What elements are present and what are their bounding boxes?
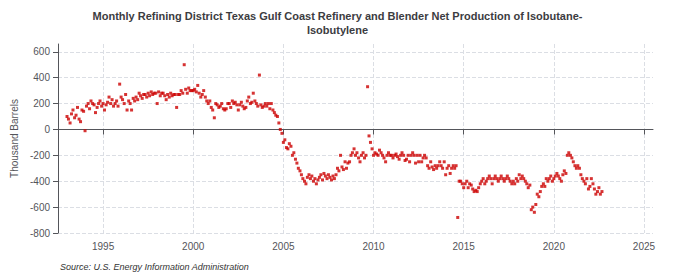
svg-text:-800: -800 [30,228,50,239]
svg-text:2025: 2025 [633,241,656,252]
svg-text:1995: 1995 [92,241,115,252]
svg-text:2000: 2000 [182,241,205,252]
svg-text:Source: U.S. Energy Informatio: Source: U.S. Energy Information Administ… [60,262,249,272]
svg-text:0: 0 [44,124,50,135]
svg-text:Isobutylene: Isobutylene [307,24,368,36]
svg-text:Thousand Barrels: Thousand Barrels [9,99,20,178]
svg-text:2010: 2010 [362,241,385,252]
svg-text:200: 200 [33,98,50,109]
svg-text:-400: -400 [30,176,50,187]
svg-text:2015: 2015 [453,241,476,252]
svg-text:400: 400 [33,72,50,83]
svg-text:-600: -600 [30,202,50,213]
svg-text:600: 600 [33,46,50,57]
svg-text:-200: -200 [30,150,50,161]
svg-text:Monthly Refining District Texa: Monthly Refining District Texas Gulf Coa… [93,10,583,22]
svg-text:2005: 2005 [272,241,295,252]
svg-text:2020: 2020 [543,241,566,252]
